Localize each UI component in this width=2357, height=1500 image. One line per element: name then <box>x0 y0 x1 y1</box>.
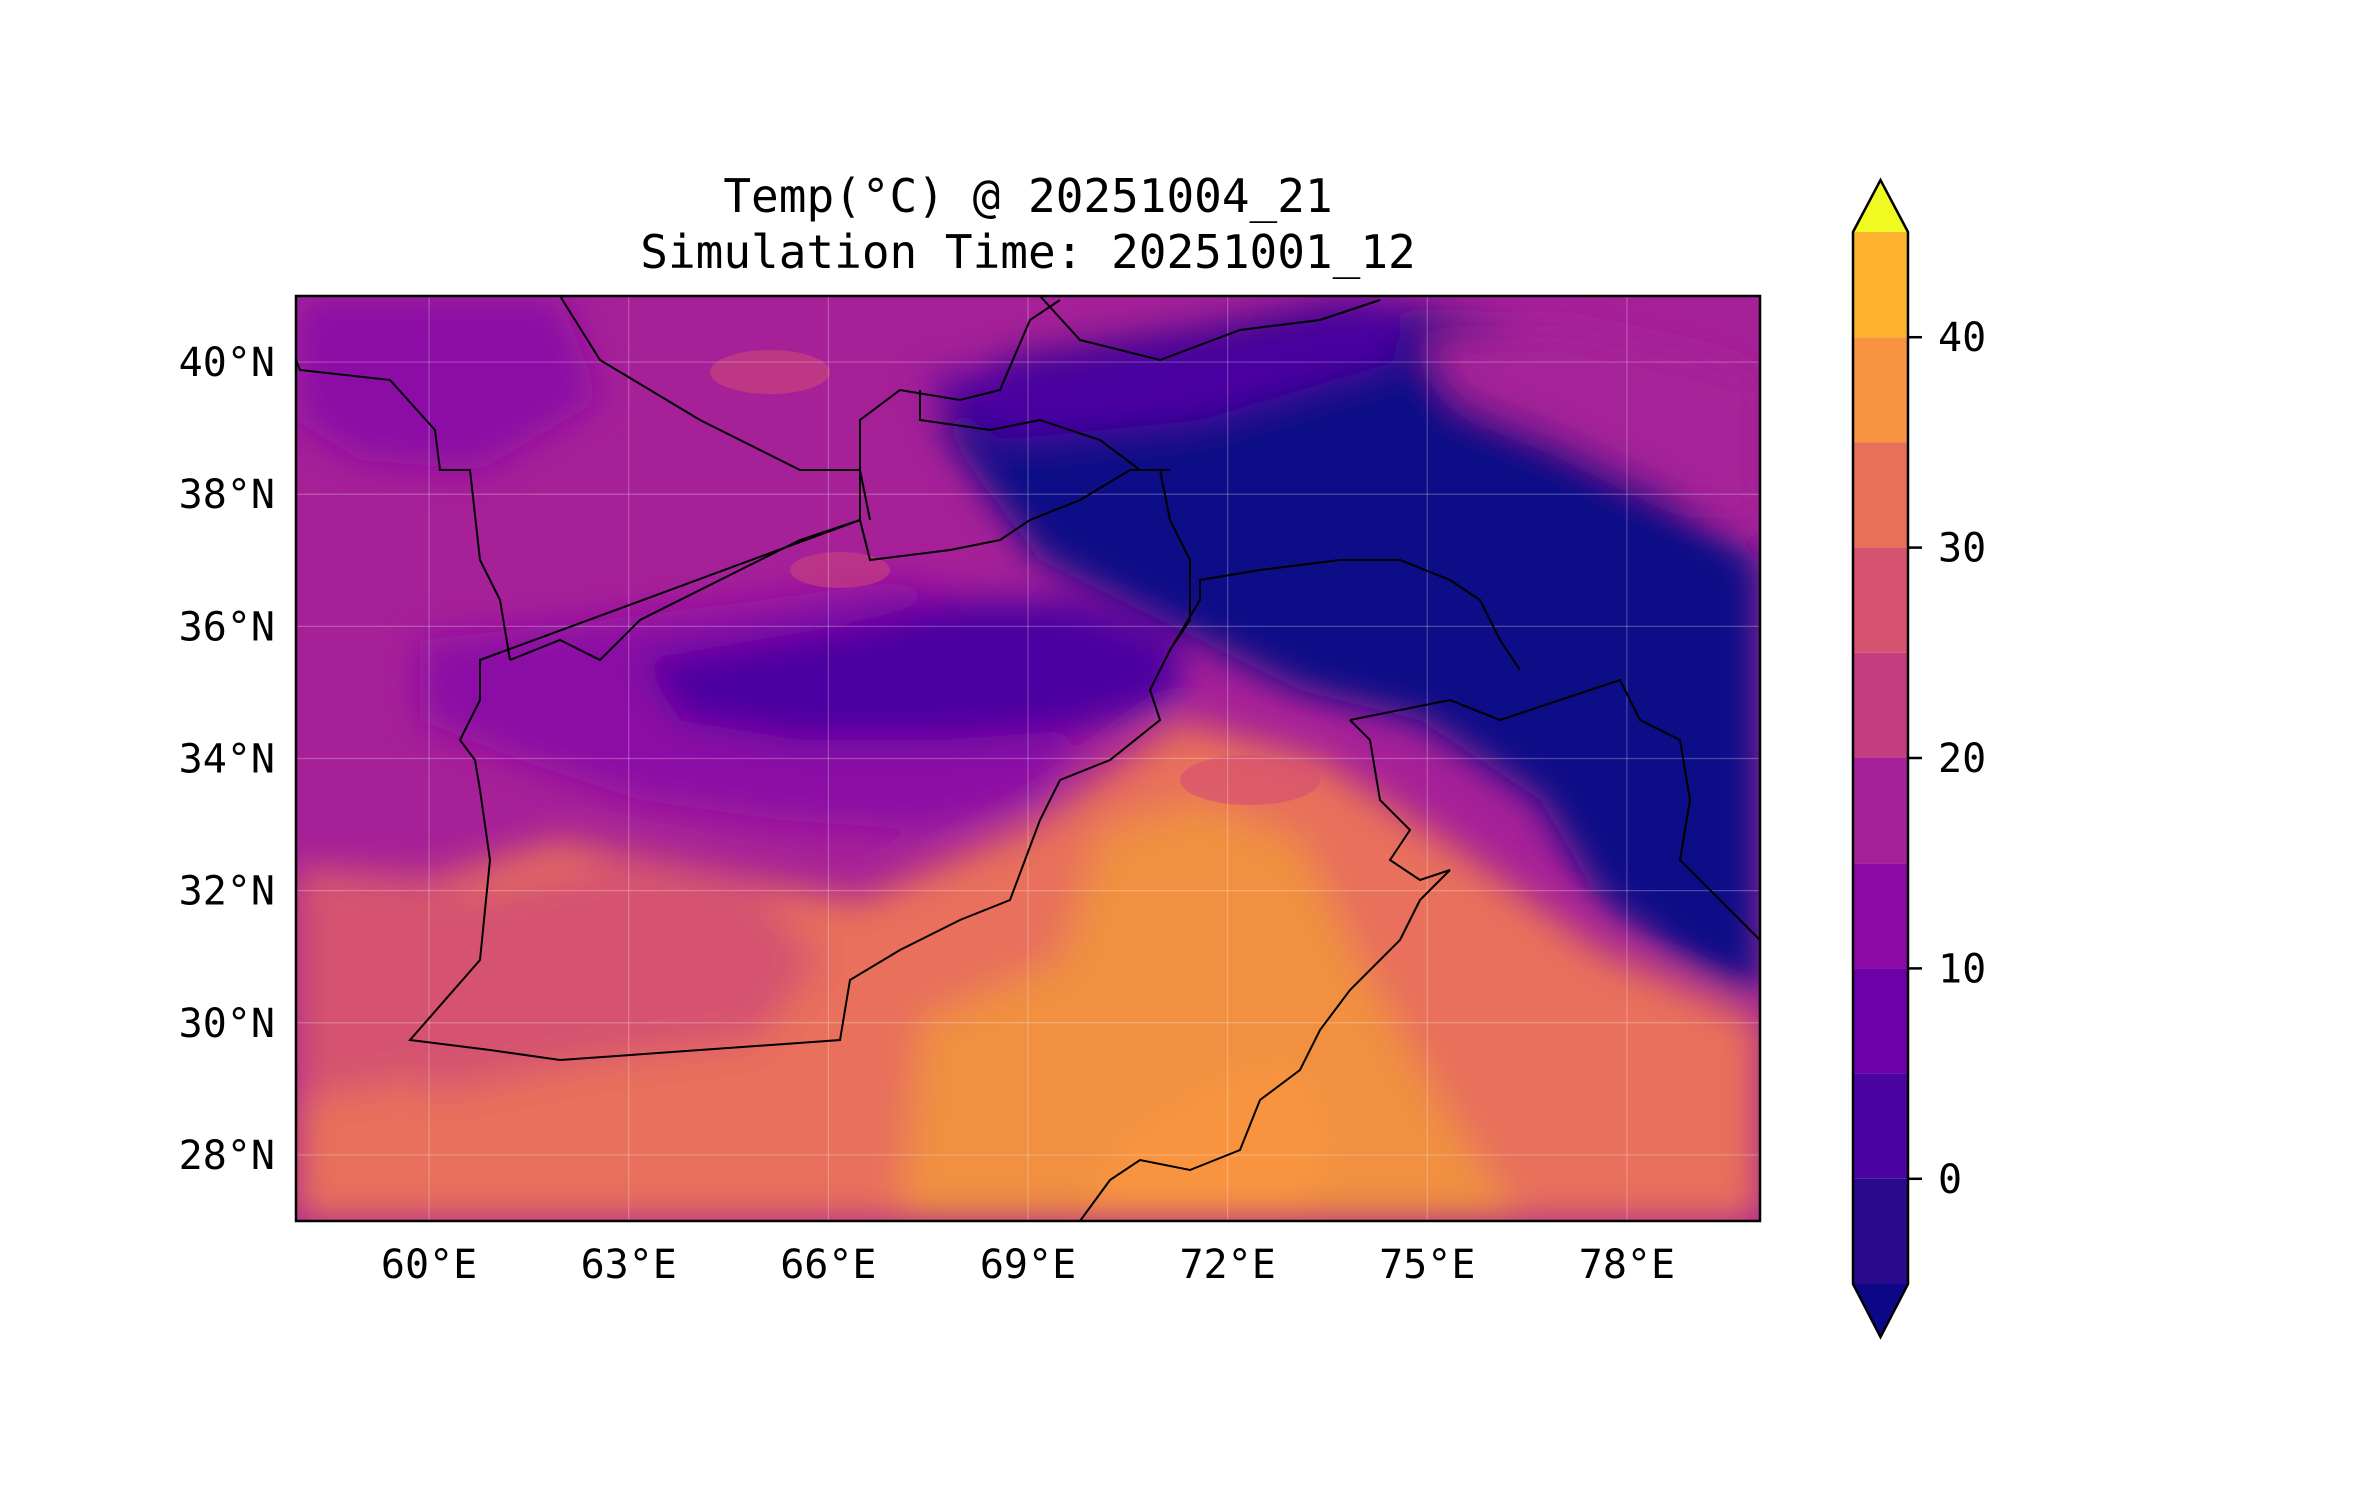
x-tick-label: 75°E <box>1379 1242 1475 1288</box>
colorbar-under-extension <box>1853 1284 1908 1337</box>
colorbar-segment <box>1853 442 1908 548</box>
x-tick-label: 69°E <box>980 1242 1076 1288</box>
y-tick-label: 28°N <box>179 1133 275 1179</box>
y-tick-label: 34°N <box>179 737 275 783</box>
colorbar-over-extension <box>1853 180 1908 232</box>
colorbar-tick-label: 0 <box>1938 1157 1962 1203</box>
colorbar-tick-label: 30 <box>1938 526 1986 572</box>
x-axis-ticks: 60°E 63°E 66°E 69°E 72°E 75°E 78°E <box>381 1242 1675 1288</box>
map-gridlines <box>296 296 1760 1221</box>
colorbar-segment <box>1853 232 1908 338</box>
region-plains-south-east <box>900 800 1520 1221</box>
colorbar-segment <box>1853 1073 1908 1179</box>
y-tick-label: 30°N <box>179 1001 275 1047</box>
y-tick-label: 38°N <box>179 472 275 518</box>
colorbar-segment <box>1853 652 1908 758</box>
colorbar-tick-label: 20 <box>1938 736 1986 782</box>
region-high-mountains <box>940 300 1760 1000</box>
x-tick-label: 60°E <box>381 1242 477 1288</box>
colorbar-segment <box>1853 547 1908 653</box>
colorbar-outline <box>1851 177 1910 1340</box>
y-tick-label: 32°N <box>179 869 275 915</box>
country-borders <box>296 296 1760 1221</box>
region-south-west <box>296 860 820 1100</box>
colorbar-segment <box>1853 968 1908 1074</box>
region-north-plains <box>296 296 600 470</box>
temperature-field <box>296 296 1760 1221</box>
y-axis-ticks: 28°N 30°N 32°N 34°N 36°N 38°N 40°N <box>179 340 275 1179</box>
x-tick-label: 72°E <box>1179 1242 1275 1288</box>
y-tick-label: 40°N <box>179 340 275 386</box>
region-north-east <box>1420 330 1760 520</box>
map-title-line1: Temp(°C) @ 20251004_21 <box>723 169 1332 223</box>
temperature-colorbar <box>1851 177 1910 1340</box>
region-south-west-warm <box>296 1080 460 1221</box>
y-tick-label: 36°N <box>179 604 275 650</box>
map-title-line2: Simulation Time: 20251001_12 <box>640 225 1415 279</box>
colorbar-segment <box>1853 1178 1908 1284</box>
colorbar-tick-label: 40 <box>1938 315 1986 361</box>
x-tick-label: 63°E <box>581 1242 677 1288</box>
colorbar-segment <box>1853 758 1908 864</box>
colorbar-segment <box>1853 337 1908 443</box>
colorbar-segment <box>1853 863 1908 969</box>
colorbar-tick-label: 10 <box>1938 946 1986 992</box>
map-axes-frame <box>294 294 1762 1223</box>
colorbar-ticks: 0 10 20 30 40 <box>1908 315 1986 1203</box>
region-plains-south-east-warm <box>1080 1060 1330 1221</box>
x-tick-label: 78°E <box>1579 1242 1675 1288</box>
region-north-band <box>920 300 1400 440</box>
region-hindu-kush <box>640 600 1180 740</box>
x-tick-label: 66°E <box>780 1242 876 1288</box>
